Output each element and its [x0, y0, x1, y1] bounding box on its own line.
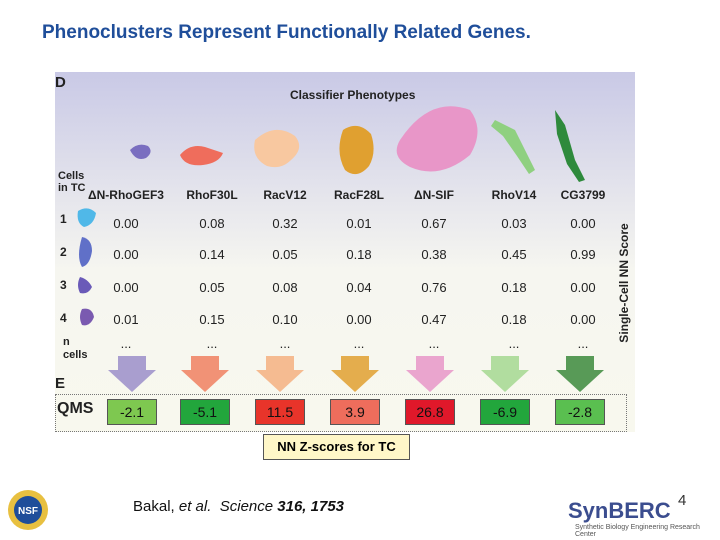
qms-value: 11.5 [255, 399, 305, 425]
cell-shape-cg3799 [555, 110, 585, 182]
score-cell: 0.08 [199, 216, 225, 231]
slide-number: 4 [678, 492, 687, 509]
cell-shape-racf28l [339, 125, 374, 175]
cell-thumb-4 [80, 308, 94, 326]
down-arrow [256, 356, 304, 392]
score-cell: 0.15 [199, 312, 225, 327]
score-cell: 0.01 [113, 312, 139, 327]
panel-d-letter: D [55, 74, 66, 91]
score-cell: 0.00 [570, 312, 596, 327]
phenotype-cell-images [130, 106, 585, 182]
score-cell: ... [508, 336, 520, 351]
score-cell: 0.00 [113, 216, 139, 231]
qms-value: -6.9 [480, 399, 530, 425]
score-cell: 0.03 [501, 216, 527, 231]
score-cell: 0.47 [421, 312, 447, 327]
citation-journal: Science [219, 498, 274, 515]
row-label: 1 [60, 212, 67, 226]
score-cell: 0.18 [501, 280, 527, 295]
score-cell: 0.00 [570, 216, 596, 231]
column-header: CG3799 [560, 188, 606, 202]
single-cell-nn-score-label: Single-Cell NN Score [611, 208, 637, 358]
down-arrow [556, 356, 604, 392]
column-header: RacF28L [333, 188, 385, 202]
row-label: n cells [63, 336, 88, 361]
down-arrow [181, 356, 229, 392]
score-cell: 0.00 [113, 280, 139, 295]
column-header: ΔN-SIF [414, 188, 454, 202]
score-cell: ... [577, 336, 589, 351]
row-label: 4 [60, 311, 67, 325]
row-label: 2 [60, 245, 67, 259]
synberc-subtitle: Synthetic Biology Engineering Research C… [575, 524, 700, 538]
qms-value: -2.8 [555, 399, 605, 425]
cell-thumbnails [77, 208, 96, 326]
column-header: RacV12 [263, 188, 307, 202]
score-cell: 0.00 [113, 247, 139, 262]
nn-zscores-label: NN Z-scores for TC [263, 434, 410, 460]
qms-row [55, 394, 627, 432]
score-cell: 0.99 [570, 247, 596, 262]
cells-in-tc-header: Cells in TC [58, 170, 86, 194]
cells-header-line1: Cells [58, 170, 85, 182]
score-cell: 0.18 [346, 247, 372, 262]
score-cell: ... [120, 336, 132, 351]
score-cell: 0.14 [199, 247, 225, 262]
cell-shape-racv12 [254, 129, 300, 168]
arrow-row [108, 356, 604, 392]
score-cell: 0.10 [272, 312, 298, 327]
qms-label: QMS [57, 400, 94, 417]
slide-title: Phenoclusters Represent Functionally Rel… [42, 22, 531, 43]
score-cell: 0.01 [346, 216, 372, 231]
score-cell: ... [353, 336, 365, 351]
score-cell: 0.76 [421, 280, 447, 295]
citation-authors: Bakal, [133, 498, 179, 515]
cell-thumb-1 [77, 208, 96, 227]
column-header: RhoV14 [491, 188, 537, 202]
score-cell: 0.05 [272, 247, 298, 262]
classifier-title: Classifier Phenotypes [290, 88, 416, 102]
down-arrow [406, 356, 454, 392]
cell-shape-sif [396, 106, 478, 172]
score-cell: ... [279, 336, 291, 351]
citation-etal: et al. [178, 498, 212, 515]
score-cell: 0.67 [421, 216, 447, 231]
row-label: 3 [60, 278, 67, 292]
score-cell: 0.00 [346, 312, 372, 327]
cell-shape-rhogef3 [130, 144, 151, 159]
citation: Bakal, et al. Science 316, 1753 [133, 498, 344, 515]
cell-thumb-2 [79, 237, 92, 267]
score-cell: 0.32 [272, 216, 298, 231]
cell-shape-rhof30l [180, 146, 223, 166]
qms-value: 3.9 [330, 399, 380, 425]
cell-shape-rhov14 [491, 120, 535, 174]
score-cell: 0.18 [501, 312, 527, 327]
qms-value: -5.1 [180, 399, 230, 425]
column-header: RhoF30L [186, 188, 238, 202]
down-arrow [331, 356, 379, 392]
qms-value: 26.8 [405, 399, 455, 425]
qms-value: -2.1 [107, 399, 157, 425]
cell-thumb-3 [78, 277, 92, 294]
nsf-logo-icon: NSF [8, 490, 48, 530]
panel-e-letter: E [55, 375, 66, 392]
score-cell: 0.08 [272, 280, 298, 295]
score-cell: 0.05 [199, 280, 225, 295]
column-header: ΔN-RhoGEF3 [88, 188, 164, 202]
down-arrow [108, 356, 156, 392]
score-cell: ... [206, 336, 218, 351]
citation-ref: 316, 1753 [277, 498, 345, 515]
down-arrow [481, 356, 529, 392]
score-cell: 0.00 [570, 280, 596, 295]
side-label-text: Single-Cell NN Score [617, 223, 631, 343]
score-cell: 0.38 [421, 247, 447, 262]
synberc-logo: SynBERC [568, 498, 671, 523]
cells-header-line2: in TC [58, 182, 86, 194]
score-cell: 0.45 [501, 247, 527, 262]
svg-text:NSF: NSF [18, 506, 38, 517]
score-cell: 0.04 [346, 280, 372, 295]
score-cell: ... [428, 336, 440, 351]
